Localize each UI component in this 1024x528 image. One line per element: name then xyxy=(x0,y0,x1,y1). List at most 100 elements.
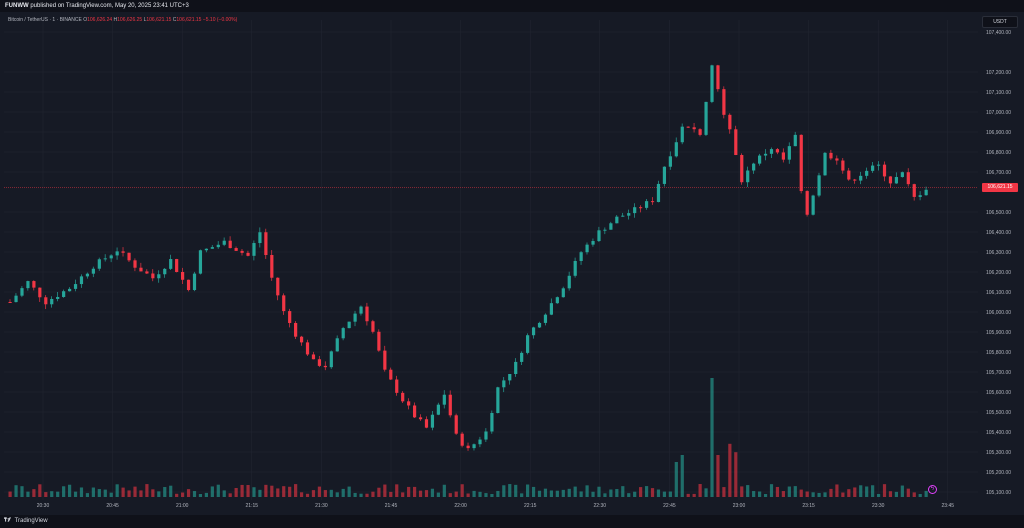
candle-body xyxy=(900,172,904,178)
volume-bar xyxy=(151,489,155,497)
volume-bar xyxy=(276,488,280,497)
candle-body xyxy=(401,392,405,402)
candle-body xyxy=(115,251,119,256)
volume-bar xyxy=(894,491,899,497)
close-value: 106,621.15 xyxy=(176,17,202,23)
candle-body xyxy=(549,303,554,315)
candle-body xyxy=(603,229,607,231)
volume-bar xyxy=(871,485,875,497)
volume-bar xyxy=(371,491,375,497)
time-tick-label: 23:00 xyxy=(733,503,746,509)
time-tick-label: 21:00 xyxy=(176,503,189,509)
time-tick-label: 22:30 xyxy=(594,503,607,509)
volume-bar xyxy=(412,486,417,497)
volume-bar xyxy=(436,492,440,497)
volume-bar xyxy=(746,485,750,497)
price-tick-label: 107,400.00 xyxy=(986,30,1011,36)
candle-body xyxy=(109,255,113,259)
currency-selector[interactable]: USDT xyxy=(982,16,1018,28)
candle-body xyxy=(674,142,678,157)
event-lightning-icon[interactable]: ϟ xyxy=(928,485,937,494)
candle-body xyxy=(234,248,238,251)
candle-body xyxy=(91,268,95,274)
volume-bar xyxy=(317,486,322,497)
volume-bar xyxy=(258,489,262,497)
volume-bar xyxy=(555,490,559,497)
price-tick-label: 106,300.00 xyxy=(986,250,1011,256)
volume-bar xyxy=(121,487,125,497)
candle-body xyxy=(698,129,702,135)
volume-bar xyxy=(472,490,476,497)
candle-body xyxy=(763,153,768,156)
volume-bar xyxy=(704,488,708,497)
candle-body xyxy=(793,134,797,147)
volume-bar xyxy=(656,489,661,497)
time-tick-label: 23:45 xyxy=(942,503,955,509)
candle-body xyxy=(746,170,750,183)
candle-body xyxy=(531,327,536,336)
high-value: 106,626.25 xyxy=(117,17,143,23)
price-tick-label: 105,700.00 xyxy=(986,370,1011,376)
volume-bar xyxy=(757,491,762,497)
low-value: 106,621.15 xyxy=(146,17,172,23)
symbol-name: Bitcoin / TetherUS · 1 · BINANCE xyxy=(8,17,82,23)
candle-body xyxy=(329,351,333,368)
volume-bar xyxy=(710,378,714,497)
volume-bar xyxy=(906,488,910,497)
candle-body xyxy=(579,252,583,261)
candle-body xyxy=(829,152,833,159)
volume-bar xyxy=(466,493,470,497)
candle-body xyxy=(151,273,155,279)
volume-bar xyxy=(145,484,149,497)
price-tick-label: 106,900.00 xyxy=(986,130,1011,136)
candle-body xyxy=(609,223,613,230)
candle-body xyxy=(383,350,387,370)
candle-body xyxy=(347,321,351,329)
volume-bar xyxy=(484,493,488,497)
volume-bar xyxy=(395,484,399,497)
volume-bar xyxy=(924,490,928,497)
time-tick-label: 23:30 xyxy=(872,503,885,509)
candle-body xyxy=(442,394,446,405)
candle-body xyxy=(484,431,488,440)
candle-body xyxy=(8,302,12,303)
volume-bar xyxy=(323,490,327,497)
brand-name: TradingView xyxy=(14,518,48,524)
candle-body xyxy=(882,164,887,177)
volume-bar xyxy=(127,490,131,497)
volume-bar xyxy=(91,487,95,497)
volume-bar xyxy=(20,486,24,497)
candle-body xyxy=(680,126,684,143)
volume-bar xyxy=(579,491,583,497)
candle-body xyxy=(317,359,322,366)
volume-bar xyxy=(633,491,637,497)
volume-bar xyxy=(674,462,678,497)
candle-body xyxy=(181,271,185,280)
candle-body xyxy=(561,288,565,298)
volume-bar xyxy=(859,485,863,497)
volume-bar xyxy=(781,491,785,497)
volume-bar xyxy=(829,488,833,497)
time-tick-label: 20:45 xyxy=(106,503,119,509)
volume-bar xyxy=(799,489,803,497)
volume-bar xyxy=(644,486,649,497)
volume-bar xyxy=(62,486,66,497)
chart-pane[interactable]: 107,400.00 107,200.00 107,100.00 107,000.00… xyxy=(0,12,1024,515)
volume-bar xyxy=(38,484,42,497)
candle-body xyxy=(389,369,393,380)
volume-bar xyxy=(442,484,446,497)
price-tick-label: 107,200.00 xyxy=(986,70,1011,76)
volume-bar xyxy=(490,493,494,497)
candle-body xyxy=(811,195,815,215)
candle-body xyxy=(436,404,440,415)
price-chart[interactable]: 107,400.00 107,200.00 107,100.00 107,000.00… xyxy=(0,12,1024,515)
volume-bar xyxy=(67,484,72,497)
price-tick-label: 107,100.00 xyxy=(986,90,1011,96)
candle-body xyxy=(20,288,24,296)
candle-body xyxy=(56,296,60,299)
candles xyxy=(8,64,928,451)
candle-body xyxy=(424,419,429,428)
close-label: C xyxy=(172,17,177,23)
candle-body xyxy=(97,259,101,269)
time-tick-label: 22:15 xyxy=(524,503,537,509)
